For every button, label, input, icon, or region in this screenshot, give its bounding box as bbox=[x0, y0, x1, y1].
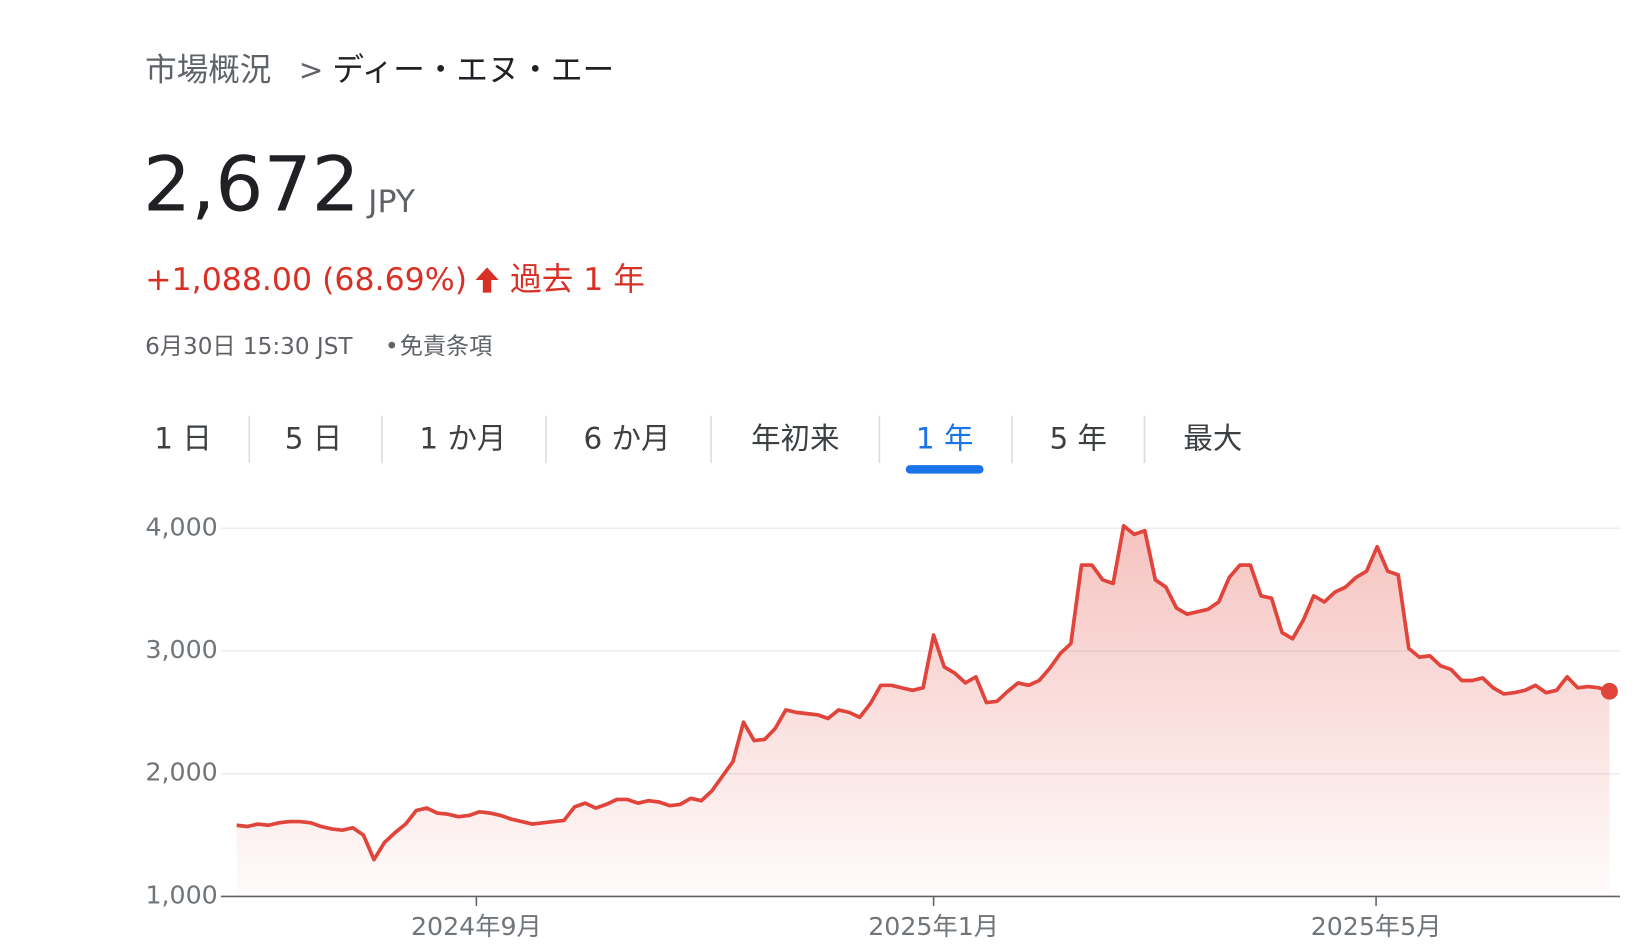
breadcrumb-current: ディー・エヌ・エー bbox=[332, 53, 614, 89]
y-tick-label: 1,000 bbox=[145, 880, 217, 909]
range-tabs: 1 日 5 日 1 か月 6 か月 年初来 1 年 5 年 最大 bbox=[154, 415, 1242, 474]
range-tab[interactable]: 最大 bbox=[1183, 421, 1242, 455]
price-change: +1,088.00 (68.69%) bbox=[145, 262, 467, 298]
range-tab[interactable]: 1 日 bbox=[154, 421, 212, 455]
x-tick-label: 2024年9月 bbox=[411, 912, 542, 941]
timestamp: 6月30日 15:30 JST bbox=[145, 334, 353, 360]
range-tab[interactable]: 1 年 bbox=[916, 421, 974, 455]
currency: JPY bbox=[366, 184, 416, 220]
range-tab[interactable]: 6 か月 bbox=[583, 421, 670, 455]
range-tab[interactable]: 年初来 bbox=[751, 421, 839, 455]
price-line bbox=[236, 524, 1611, 862]
x-tick-label: 2025年1月 bbox=[868, 912, 999, 941]
range-tab[interactable]: 5 日 bbox=[285, 421, 343, 455]
range-tab[interactable]: 1 か月 bbox=[419, 421, 506, 455]
area-fill bbox=[236, 525, 1610, 897]
up-arrow-icon bbox=[475, 267, 499, 293]
selected-tab-indicator bbox=[905, 465, 984, 474]
price-chart: 1,000 2,000 3,000 4,000 2024年9月 2025年1月 2025年5… bbox=[145, 512, 1620, 941]
x-tick-label: 2025年5月 bbox=[1311, 912, 1442, 941]
y-tick-label: 3,000 bbox=[145, 635, 217, 664]
last-point bbox=[1601, 682, 1618, 700]
range-tab[interactable]: 5 年 bbox=[1049, 421, 1107, 455]
breadcrumb-separator: > bbox=[299, 53, 324, 87]
price: 2,672 bbox=[143, 141, 360, 229]
y-tick-label: 4,000 bbox=[145, 512, 217, 541]
y-tick-label: 2,000 bbox=[145, 758, 217, 787]
bullet: • bbox=[385, 334, 399, 360]
breadcrumb-parent[interactable]: 市場概況 bbox=[145, 53, 271, 89]
change-period: 過去 1 年 bbox=[510, 262, 645, 298]
disclaimer-link[interactable]: 免責条項 bbox=[400, 334, 493, 360]
